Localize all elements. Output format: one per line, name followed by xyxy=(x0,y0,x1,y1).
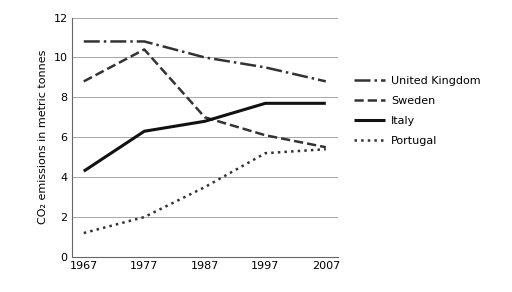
Portugal xyxy=(202,185,208,189)
Portugal xyxy=(323,147,329,151)
United Kingdom xyxy=(323,80,329,83)
Y-axis label: CO₂ emissions in metric tonnes: CO₂ emissions in metric tonnes xyxy=(38,50,48,225)
Italy xyxy=(81,169,87,173)
Line: Sweden: Sweden xyxy=(84,49,326,147)
United Kingdom xyxy=(262,66,268,69)
Italy xyxy=(262,102,268,105)
United Kingdom xyxy=(81,40,87,43)
Italy xyxy=(323,102,329,105)
Line: Portugal: Portugal xyxy=(84,149,326,233)
Legend: United Kingdom, Sweden, Italy, Portugal: United Kingdom, Sweden, Italy, Portugal xyxy=(354,76,480,146)
Portugal xyxy=(81,231,87,235)
Sweden xyxy=(81,80,87,83)
Sweden xyxy=(202,116,208,119)
Line: Italy: Italy xyxy=(84,103,326,171)
United Kingdom xyxy=(202,56,208,59)
Sweden xyxy=(262,133,268,137)
Sweden xyxy=(323,145,329,149)
Italy xyxy=(141,130,147,133)
Line: United Kingdom: United Kingdom xyxy=(84,41,326,81)
Sweden xyxy=(141,48,147,51)
Portugal xyxy=(262,152,268,155)
United Kingdom xyxy=(141,40,147,43)
Italy xyxy=(202,119,208,123)
Portugal xyxy=(141,215,147,219)
